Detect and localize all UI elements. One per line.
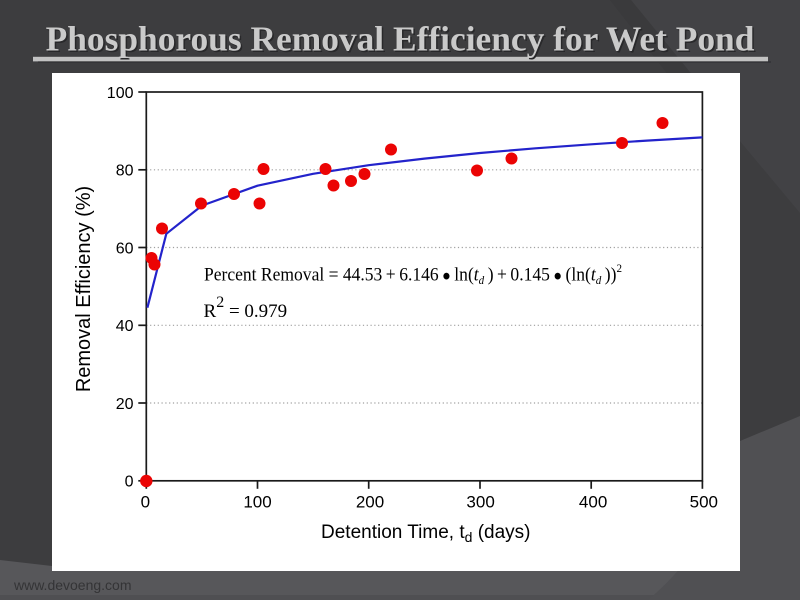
svg-text:Phosphorous Removal Efficiency: Phosphorous Removal Efficiency for Wet P…	[46, 19, 755, 59]
svg-text:80: 80	[116, 163, 134, 180]
svg-text:40: 40	[116, 318, 134, 335]
svg-text:Removal Efficiency (%): Removal Efficiency (%)	[73, 186, 95, 392]
svg-text:Phosphorous Removal Efficiency: Phosphorous Removal Efficiency for Wet P…	[47, 20, 756, 60]
svg-text:300: 300	[466, 493, 494, 512]
svg-text:20: 20	[116, 396, 134, 413]
svg-text:Percent Removal = 44.53 + 6.14: Percent Removal = 44.53 + 6.146 ● ln(td …	[204, 261, 622, 287]
svg-text:100: 100	[243, 493, 271, 512]
svg-text:0: 0	[141, 493, 150, 512]
svg-text:Detention Time, td (days): Detention Time, td (days)	[321, 522, 531, 545]
svg-text:www.devoeng.com: www.devoeng.com	[13, 577, 132, 593]
svg-text:0: 0	[125, 474, 134, 491]
svg-text:100: 100	[107, 85, 134, 102]
svg-text:500: 500	[690, 493, 718, 512]
svg-text:400: 400	[579, 493, 607, 512]
svg-text:60: 60	[116, 240, 134, 257]
svg-text:200: 200	[356, 493, 384, 512]
